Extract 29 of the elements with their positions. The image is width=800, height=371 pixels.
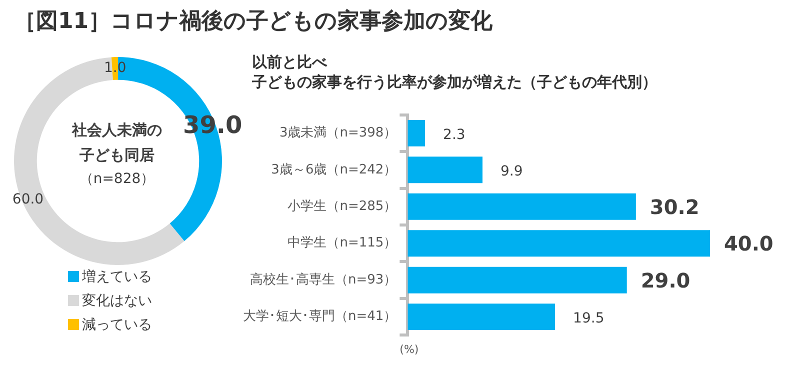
bar — [408, 193, 636, 220]
x-axis-title: (%) — [400, 343, 419, 356]
y-tick-label: 中学生（n=115） — [288, 236, 397, 251]
chart-subtitle: 子どもの家事を行う比率が参加が増えた（子どもの年代別） — [252, 72, 657, 92]
legend-label: 増えている — [81, 268, 152, 287]
chart-title: ［図11］コロナ禍後の子どもの家事参加の変化 — [14, 8, 493, 36]
bar — [408, 156, 482, 184]
data-label: 19.5 — [573, 310, 604, 326]
bar — [408, 120, 426, 146]
y-tick-label: 大学･短大･専門（n=41） — [242, 309, 397, 324]
data-label: 1.0 — [104, 60, 126, 76]
y-tick-label: 小学生（n=285） — [288, 199, 397, 214]
text: 社会人未満の子ども同居 — [70, 120, 163, 166]
data-label: 40.0 — [724, 232, 774, 256]
legend-label: 変化はない — [81, 292, 152, 311]
y-tick-label: 3歳～6歳（n=242） — [271, 162, 397, 178]
y-tick-label: 3歳未満（n=398） — [279, 126, 397, 141]
data-label: 60.0 — [12, 192, 44, 208]
data-label: 29.0 — [640, 268, 690, 292]
data-label: 30.2 — [650, 194, 700, 219]
y-tick-label: 高校生･高専生（n=93） — [250, 271, 397, 288]
bar — [408, 304, 556, 330]
text: （n=828） — [78, 170, 156, 188]
data-label: 9.9 — [500, 164, 523, 180]
bar — [408, 230, 710, 257]
legend-label: 減っている — [81, 316, 152, 335]
data-label: 2.3 — [443, 126, 466, 143]
bar — [408, 266, 627, 294]
chart-title: 以前と比べ — [252, 52, 328, 72]
